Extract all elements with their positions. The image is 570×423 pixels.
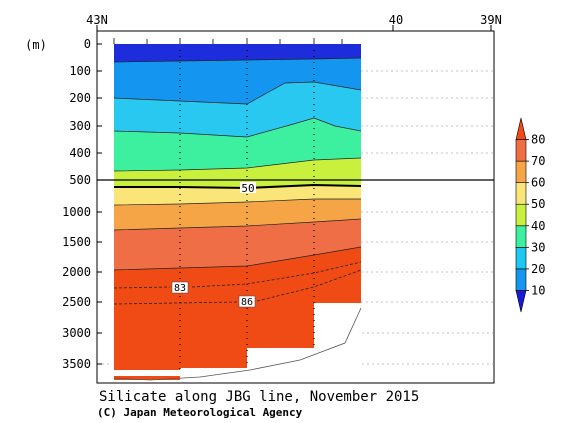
contour-label-50: 50 [240,182,256,195]
colorbar-segment [515,225,527,248]
colorbar-label: 20 [531,262,545,276]
y-tick-label: 0 [84,37,91,51]
y-tick-label: 500 [69,173,91,187]
contour-label-86: 86 [238,295,256,308]
y-tick-label: 1000 [62,205,91,219]
contour-dashed-lines [113,261,362,305]
colorbar-segment [515,139,527,162]
y-ticks-lower: 1000 1500 2000 2500 3000 3500 [62,205,91,371]
station-ticks [113,38,343,44]
colorbar-segment [515,182,527,205]
top-axis-ticks [96,25,492,31]
colorbar-top-arrow [515,117,527,140]
y-axis-label: (m) [25,38,47,52]
bathymetry-mask [114,303,362,383]
y-tick-label: 200 [69,91,91,105]
colorbar-bottom-arrow [515,290,527,313]
colorbar-label: 40 [531,219,545,233]
credit-text: (C) Japan Meteorological Agency [97,406,303,419]
colorbar-label: 30 [531,240,545,254]
x-tick-label: 39N [480,13,502,27]
upper-panel-bands [114,44,361,180]
colorbar-label: 70 [531,154,545,168]
colorbar-label: 10 [531,283,545,297]
colorbar-segment [515,203,527,227]
y-tick-label: 400 [69,146,91,160]
y-tick-label: 1500 [62,235,91,249]
colorbar: 10 20 30 40 50 60 70 80 [515,117,545,313]
y-tick-label: 100 [69,64,91,78]
station-markers [179,50,315,372]
bottom-outline [113,307,362,381]
y-tick-label: 3500 [62,357,91,371]
colorbar-label: 60 [531,176,545,190]
lower-panel-bands [114,180,362,383]
y-tick-marks [97,43,102,365]
contour-upper-30 [113,117,362,138]
colorbar-segment [515,160,527,183]
contour-label-text: 83 [174,283,186,294]
y-ticks-upper: 0 100 200 300 400 500 [69,37,91,187]
contour-label-text: 50 [241,182,254,195]
contour-83-line [113,261,362,289]
y-tick-label: 2500 [62,295,91,309]
contour-label-83: 83 [171,281,189,294]
y-tick-label: 300 [69,119,91,133]
colorbar-segment [515,247,527,270]
colorbar-label: 80 [531,133,545,147]
grid-lines [97,70,494,365]
contour-label-text: 86 [241,297,253,308]
y-tick-label: 2000 [62,265,91,279]
x-tick-label: 40 [389,13,403,27]
contour-upper-20 [113,81,362,105]
colorbar-label: 50 [531,197,545,211]
contour-upper-10 [113,57,362,63]
contour-lines [113,57,362,271]
chart-title: Silicate along JBG line, November 2015 [99,389,419,405]
colorbar-segment [515,268,527,291]
contour-lower-60 [113,198,361,206]
contour-upper-40 [113,157,362,172]
y-tick-label: 3000 [62,326,91,340]
x-tick-label: 43N [86,13,108,27]
contour-86-line [113,269,362,305]
contour-lower-70 [113,218,362,231]
band-upper-10 [114,44,361,62]
